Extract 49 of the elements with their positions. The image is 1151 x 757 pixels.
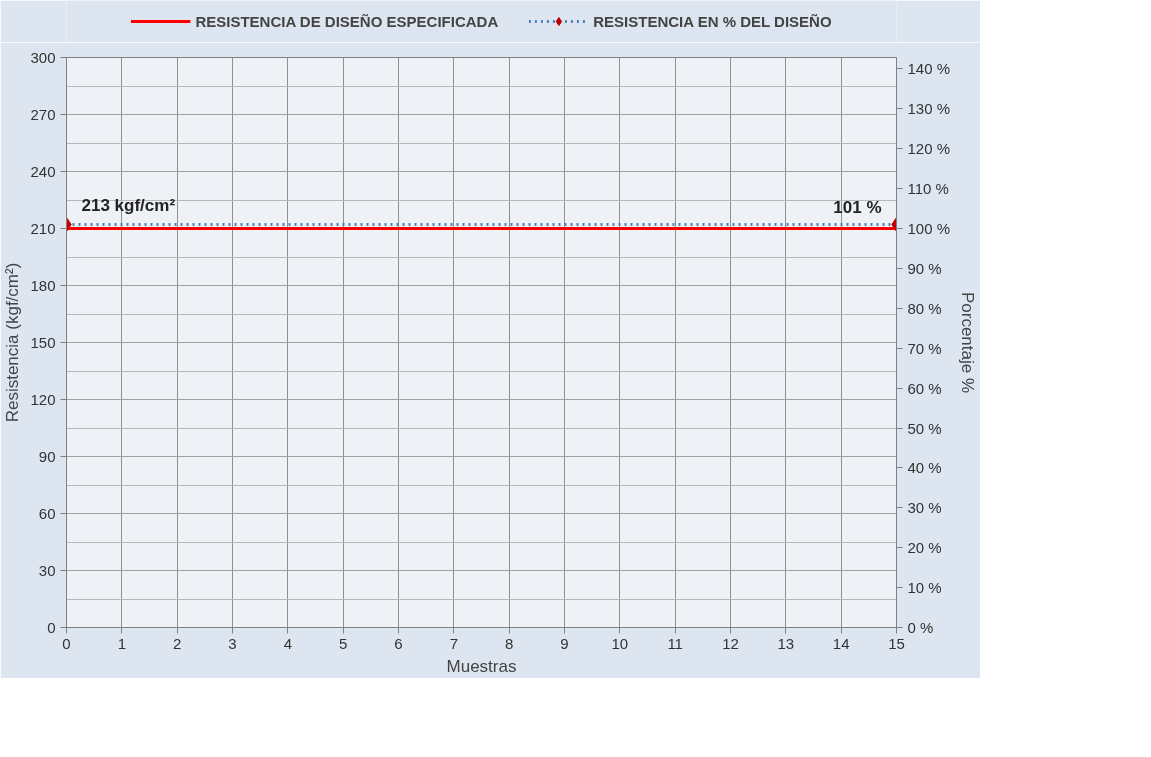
legend-label: RESISTENCIA DE DISEÑO ESPECIFICADA: [195, 12, 499, 30]
x-tick-label: 6: [394, 634, 403, 652]
y-tick-label: 210: [30, 219, 56, 237]
y2-tick-label: 130 %: [907, 100, 951, 118]
y-tick-label: 150: [30, 333, 56, 351]
y2-tick-label: 50 %: [907, 419, 942, 437]
y-tick-label: 90: [38, 447, 56, 465]
y2-axis-title: Porcentaje %: [958, 291, 978, 394]
data-label: 101 %: [833, 197, 882, 217]
x-tick-label: 11: [667, 634, 683, 652]
x-tick-label: 1: [117, 634, 127, 652]
x-tick-label: 7: [449, 634, 459, 652]
x-tick-label: 12: [722, 634, 739, 652]
annotation: 213 kgf/cm²: [81, 195, 176, 215]
x-tick-label: 15: [888, 634, 905, 652]
y-tick-label: 0: [47, 618, 56, 636]
y-tick-label: 60: [38, 504, 56, 522]
y2-tick-label: 80 %: [907, 299, 942, 317]
y2-tick-label: 60 %: [907, 379, 942, 397]
y-tick-label: 120: [30, 390, 56, 408]
x-tick-label: 14: [832, 634, 850, 652]
x-axis-title: Muestras: [446, 656, 517, 676]
x-tick-label: 8: [505, 634, 514, 652]
y2-tick-label: 70 %: [907, 339, 942, 357]
y2-tick-label: 20 %: [907, 539, 942, 557]
legend-label: RESISTENCIA EN % DEL DISEÑO: [593, 12, 832, 30]
y-axis-title: Resistencia (kgf/cm²): [3, 262, 23, 423]
y2-tick-label: 40 %: [907, 459, 942, 477]
x-tick-label: 3: [228, 634, 237, 652]
y2-tick-label: 10 %: [907, 579, 942, 597]
y2-tick-label: 90 %: [907, 259, 942, 277]
y-tick-label: 240: [30, 162, 56, 180]
y2-tick-label: 120 %: [907, 140, 951, 158]
y-tick-label: 30: [38, 561, 56, 579]
x-tick-label: 13: [777, 634, 795, 652]
y-tick-label: 300: [30, 48, 56, 66]
y-tick-label: 270: [30, 105, 56, 123]
y2-tick-label: 30 %: [907, 499, 942, 517]
y-tick-label: 180: [30, 276, 56, 294]
x-tick-label: 2: [173, 634, 182, 652]
x-tick-label: 4: [283, 634, 293, 652]
x-tick-label: 9: [560, 634, 569, 652]
x-tick-label: 5: [339, 634, 348, 652]
y2-tick-label: 140 %: [907, 60, 951, 78]
x-tick-label: 0: [62, 634, 71, 652]
y2-tick-label: 100 %: [907, 220, 951, 238]
x-tick-label: 10: [611, 634, 629, 652]
y2-tick-label: 110 %: [907, 180, 949, 198]
y2-tick-label: 0 %: [907, 619, 934, 636]
